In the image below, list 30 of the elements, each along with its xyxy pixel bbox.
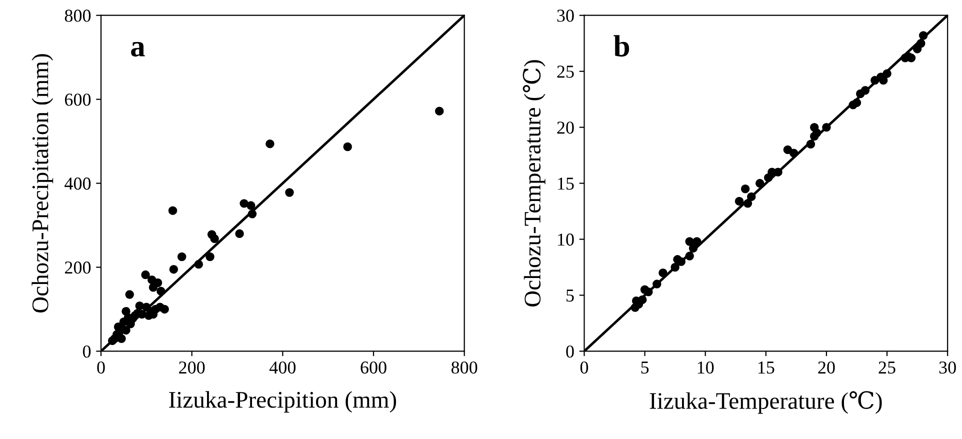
x-tick-label: 200 (179, 361, 205, 374)
y-tick-label: 10 (558, 234, 574, 246)
y-tick-label: 0 (82, 345, 91, 358)
x-tick-label: 800 (451, 361, 478, 374)
x-axis-title: Iizuka-Precipition (mm) (169, 391, 396, 413)
x-tick-label: 15 (758, 362, 774, 374)
y-tick-label: 400 (64, 178, 91, 190)
annotation: a (131, 42, 145, 57)
x-tick-label: 0 (97, 361, 105, 374)
y-tick-label: 20 (557, 122, 574, 134)
y-tick-label: 5 (566, 290, 574, 302)
y-tick-label: 30 (557, 10, 574, 22)
y-axis-title: Ochozu-Temperature (℃) (522, 60, 546, 306)
y-tick-label: 15 (558, 178, 574, 190)
x-tick-label: 400 (269, 361, 296, 374)
y-tick-label: 0 (566, 345, 574, 358)
x-tick-label: 600 (360, 361, 386, 374)
x-tick-label: 20 (818, 361, 835, 374)
x-tick-label: 5 (641, 362, 649, 374)
y-tick-label: 25 (557, 66, 574, 78)
y-tick-label: 600 (64, 94, 91, 106)
x-axis-title: Iizuka-Temperature (℃) (650, 391, 882, 414)
x-tick-label: 30 (939, 361, 956, 374)
y-tick-label: 200 (64, 262, 91, 274)
y-tick-label: 800 (64, 10, 91, 22)
x-tick-label: 10 (698, 361, 714, 374)
x-tick-label: 25 (878, 361, 896, 374)
annotation: b (614, 35, 630, 57)
y-axis-title: Ochozu-Precipitation (mm) (32, 54, 54, 312)
x-tick-label: 0 (580, 361, 588, 374)
